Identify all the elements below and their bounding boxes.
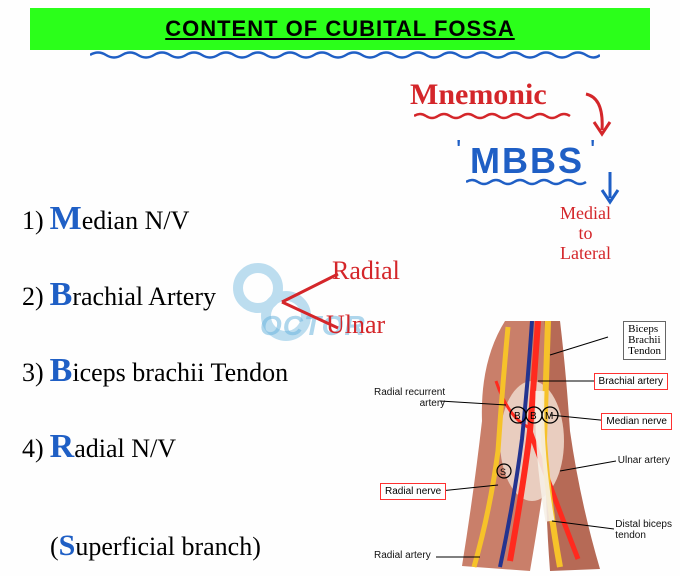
- label-biceps-tendon: Biceps Brachii Tendon: [623, 321, 666, 360]
- content-list: 1) M edian N/V 2) B rachial Artery 3) B …: [22, 200, 288, 504]
- arrow-down-icon: [580, 88, 620, 148]
- mnemonic-underline: [414, 112, 574, 120]
- label-radial-recurrent: Radial recurrent artery: [374, 387, 445, 409]
- item-letter: M: [50, 200, 82, 238]
- mnemonic-code: MBBS: [470, 140, 584, 182]
- label-brachial-artery: Brachial artery: [594, 373, 668, 390]
- super-rest: uperficial branch): [75, 532, 261, 561]
- item-letter: R: [50, 428, 75, 466]
- item-number: 2): [22, 282, 44, 312]
- superficial-branch: (Superficial branch): [50, 529, 261, 563]
- svg-text:S: S: [500, 467, 506, 477]
- super-letter: S: [59, 529, 76, 562]
- item-text: iceps brachii Tendon: [72, 358, 288, 388]
- list-item: 1) M edian N/V: [22, 200, 288, 238]
- label-radial-nerve: Radial nerve: [380, 483, 446, 500]
- item-number: 1): [22, 206, 44, 236]
- item-text: adial N/V: [74, 434, 176, 464]
- direction-l3: Lateral: [560, 244, 611, 264]
- direction-l1: Medial: [560, 204, 611, 224]
- label-ulnar-artery: Ulnar artery: [618, 455, 670, 466]
- label-radial-artery: Radial artery: [374, 550, 431, 561]
- svg-text:M: M: [545, 411, 553, 422]
- anatomy-figure: B B M S Biceps Brachii Tendon Brachial a…: [410, 321, 670, 571]
- item-number: 3): [22, 358, 44, 388]
- page-title: CONTENT OF CUBITAL FOSSA: [165, 16, 515, 42]
- item-number: 4): [22, 434, 44, 464]
- list-item: 2) B rachial Artery: [22, 276, 288, 314]
- label-median-nerve: Median nerve: [601, 413, 672, 430]
- branch-b: Ulnar: [326, 310, 385, 340]
- item-text: edian N/V: [82, 206, 190, 236]
- label-distal-biceps: Distal biceps tendon: [615, 519, 672, 541]
- quote-close: ': [590, 134, 595, 166]
- title-highlight: CONTENT OF CUBITAL FOSSA: [30, 8, 650, 50]
- mbbs-underline: [466, 178, 592, 186]
- item-text: rachial Artery: [72, 282, 216, 312]
- quote-open: ': [456, 134, 461, 166]
- list-item: 4) R adial N/V: [22, 428, 288, 466]
- svg-text:B: B: [530, 411, 537, 422]
- item-letter: B: [50, 276, 73, 314]
- direction-note: Medial to Lateral: [560, 204, 611, 263]
- paren-open: (: [50, 532, 59, 561]
- branch-a: Radial: [332, 256, 400, 286]
- item-letter: B: [50, 352, 73, 390]
- svg-text:B: B: [514, 411, 521, 422]
- mnemonic-label: Mnemonic: [410, 78, 547, 112]
- direction-l2: to: [560, 224, 611, 244]
- title-underline: [90, 50, 600, 58]
- list-item: 3) B iceps brachii Tendon: [22, 352, 288, 390]
